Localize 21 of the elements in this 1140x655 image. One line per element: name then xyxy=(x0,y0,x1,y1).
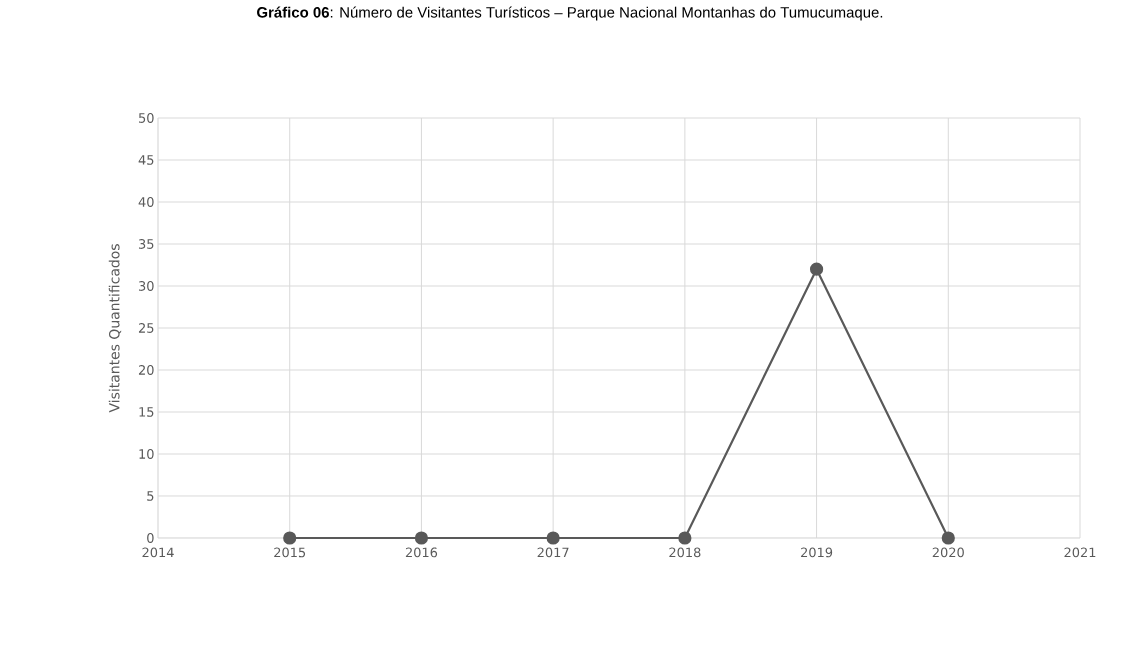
y-tick-label: 10 xyxy=(139,449,154,459)
y-axis-title: Visitantes Quantificados xyxy=(108,244,122,413)
x-tick-label: 2017 xyxy=(537,547,569,558)
x-tick-label: 2016 xyxy=(405,547,438,558)
x-tick-label: 2018 xyxy=(669,547,701,558)
y-tick-label: 40 xyxy=(138,197,154,207)
y-tick-label: 0 xyxy=(147,533,154,543)
x-tick-label: 2014 xyxy=(142,547,174,558)
y-tick-label: 15 xyxy=(139,407,154,417)
y-tick-label: 30 xyxy=(139,281,154,291)
x-tick-label: 2020 xyxy=(932,547,964,558)
y-tick-label: 45 xyxy=(138,155,154,165)
y-tick-label: 5 xyxy=(147,491,154,501)
y-tick-label: 35 xyxy=(139,239,154,249)
y-tick-label: 25 xyxy=(138,323,154,333)
x-tick-label: 2021 xyxy=(1064,547,1096,558)
x-tick-label: 2019 xyxy=(801,547,833,558)
chart-title: Gráfico 06: Número de Visitantes Turísticos – Parque Nacional Montanhas do Tumucumaque. xyxy=(257,6,883,21)
x-tick-label: 2015 xyxy=(274,547,306,558)
y-tick-label: 50 xyxy=(139,113,154,123)
y-tick-label: 20 xyxy=(138,365,154,375)
